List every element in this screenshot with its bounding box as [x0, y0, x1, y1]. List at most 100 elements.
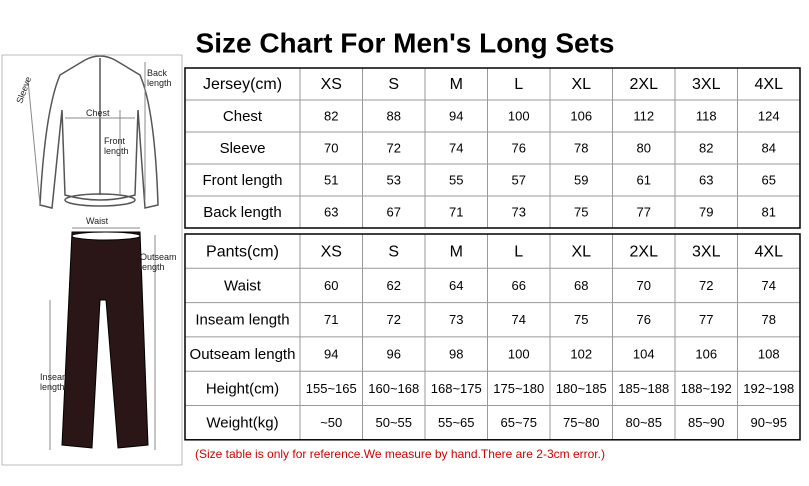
cell: 55 — [449, 172, 463, 187]
cell: 96 — [387, 346, 401, 361]
cell: 79 — [699, 204, 713, 219]
header-cell: 3XL — [692, 76, 721, 93]
cell: 112 — [633, 108, 654, 123]
cell: 62 — [387, 278, 401, 293]
pants-drawing — [61, 231, 149, 449]
cell: 72 — [387, 312, 401, 327]
cell: 106 — [570, 108, 592, 123]
cell: 64 — [449, 278, 463, 293]
cell: 74 — [762, 278, 776, 293]
diagram-label: Front length — [104, 136, 129, 156]
cell: 68 — [574, 278, 588, 293]
row-label: Front length — [202, 172, 282, 189]
cell: 82 — [699, 140, 713, 155]
diagram-label: Outseam length — [140, 252, 177, 272]
header-cell: 3XL — [692, 243, 721, 260]
header-cell: S — [388, 243, 399, 260]
cell: 85~90 — [688, 415, 725, 430]
header-cell: 4XL — [755, 76, 784, 93]
cell: 66 — [512, 278, 526, 293]
cell: 82 — [324, 108, 338, 123]
cell: 188~192 — [681, 381, 732, 396]
row-label: Outseam length — [190, 346, 296, 363]
cell: 71 — [324, 312, 338, 327]
diagram-label: Back length — [147, 68, 172, 88]
diagram-label: Inseam length — [40, 372, 70, 392]
cell: 65 — [762, 172, 776, 187]
cell: 80~85 — [625, 415, 662, 430]
cell: 185~188 — [618, 381, 669, 396]
note: (Size table is only for reference.We mea… — [195, 447, 605, 461]
cell: 118 — [696, 108, 717, 123]
header-cell: M — [450, 243, 463, 260]
cell: 74 — [449, 140, 463, 155]
cell: 76 — [637, 312, 651, 327]
cell: 70 — [637, 278, 651, 293]
table-border — [184, 233, 801, 441]
header-cell: L — [514, 76, 523, 93]
cell: 65~75 — [500, 415, 537, 430]
cell: 108 — [758, 346, 780, 361]
cell: 100 — [508, 108, 530, 123]
header-cell: M — [450, 76, 463, 93]
header-cell: XL — [571, 243, 591, 260]
cell: 57 — [512, 172, 526, 187]
cell: 168~175 — [431, 381, 482, 396]
cell: 76 — [512, 140, 526, 155]
table-border — [184, 67, 801, 229]
diagram-label: Waist — [86, 216, 109, 226]
cell: 63 — [699, 172, 713, 187]
cell: 106 — [695, 346, 717, 361]
cell: 104 — [633, 346, 655, 361]
row-label: Waist — [224, 277, 262, 294]
header-cell: L — [514, 243, 523, 260]
cell: 78 — [762, 312, 776, 327]
cell: 124 — [758, 108, 780, 123]
drawing-frame — [1, 54, 183, 466]
header-cell: 4XL — [755, 243, 784, 260]
cell: 72 — [387, 140, 401, 155]
cell: 192~198 — [743, 381, 794, 396]
cell: 72 — [699, 278, 713, 293]
waistband — [71, 231, 141, 241]
cell: 180~185 — [556, 381, 607, 396]
cell: 102 — [570, 346, 592, 361]
cell: ~50 — [320, 415, 342, 430]
cell: 60 — [324, 278, 338, 293]
cell: 100 — [508, 346, 530, 361]
cell: 53 — [387, 172, 401, 187]
cell: 74 — [512, 312, 526, 327]
cell: 73 — [449, 312, 463, 327]
row-label: Chest — [223, 108, 263, 125]
header-cell: XS — [321, 76, 342, 93]
cell: 50~55 — [375, 415, 412, 430]
row-label: Back length — [203, 204, 281, 221]
cell: 70 — [324, 140, 338, 155]
cell: 67 — [387, 204, 401, 219]
cell: 77 — [637, 204, 651, 219]
cell: 98 — [449, 346, 463, 361]
header-cell: XS — [321, 243, 342, 260]
cell: 77 — [699, 312, 713, 327]
cell: 90~95 — [750, 415, 787, 430]
cell: 94 — [449, 108, 463, 123]
header-cell: Pants(cm) — [206, 243, 279, 260]
header-cell: Jersey(cm) — [203, 76, 282, 93]
title: Size Chart For Men's Long Sets — [196, 27, 615, 58]
jersey-drawing — [39, 55, 159, 209]
header-cell: 2XL — [630, 243, 659, 260]
row-label: Sleeve — [220, 140, 266, 157]
cell: 73 — [512, 204, 526, 219]
cell: 81 — [762, 204, 776, 219]
row-label: Height(cm) — [206, 380, 279, 397]
cell: 75 — [574, 312, 588, 327]
header-cell: XL — [571, 76, 591, 93]
cell: 71 — [449, 204, 463, 219]
cell: 75 — [574, 204, 588, 219]
measure-lines — [27, 62, 156, 450]
header-cell: 2XL — [630, 76, 659, 93]
row-label: Weight(kg) — [206, 415, 278, 432]
